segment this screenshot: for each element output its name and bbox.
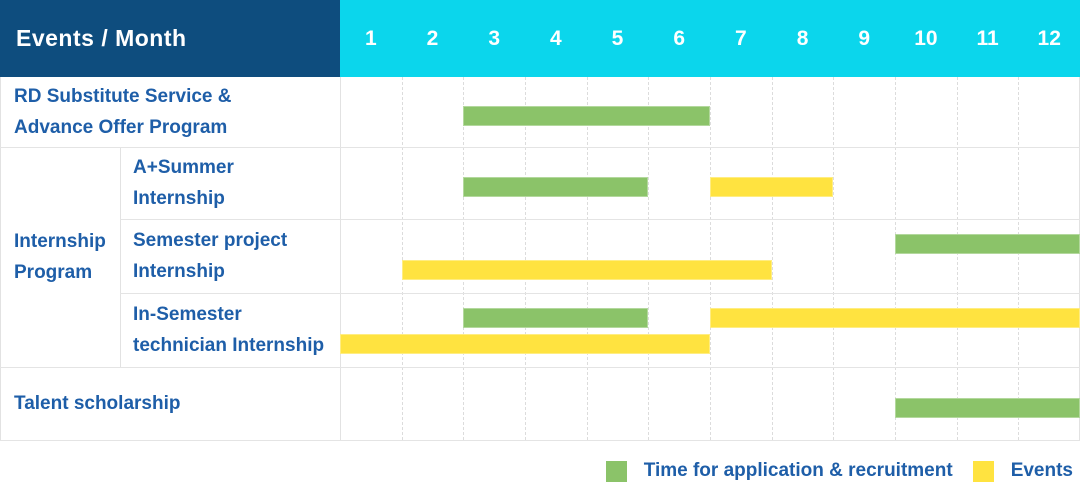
month-header-cell: 1	[364, 26, 377, 50]
row-separator-line	[0, 147, 1080, 148]
event-bar	[401, 260, 772, 280]
recruitment-bar	[463, 106, 710, 126]
month-header-cell: 3	[488, 26, 501, 50]
month-header-cell: 8	[796, 26, 809, 50]
legend-label: Events	[1010, 460, 1073, 481]
label-line: In-Semester	[133, 304, 242, 325]
events-swatch-icon	[972, 460, 994, 482]
table-border-line	[340, 77, 341, 440]
row-label-1: A+Summer Internship	[120, 147, 340, 219]
label-line: A+Summer	[133, 157, 234, 178]
recruitment-bar	[895, 398, 1080, 418]
month-header-row: 1 2 3 4 5 6 7 8 9 10 11 12	[340, 0, 1080, 77]
row-separator-line	[0, 440, 1080, 441]
table-border-line	[120, 147, 121, 367]
month-gridline	[771, 77, 773, 440]
month-header-cell: 5	[611, 26, 624, 50]
row-label-4: Talent scholarship	[0, 367, 340, 440]
recruitment-bar	[463, 308, 649, 328]
recruitment-bar	[463, 177, 649, 197]
legend-item-recruitment: Time for application & recruitment	[605, 460, 953, 482]
label-line: Advance Offer Program	[14, 117, 228, 138]
month-header-cell: 6	[673, 26, 686, 50]
label-line: Semester project	[133, 230, 288, 251]
legend-label: Time for application & recruitment	[643, 460, 953, 481]
month-header-cell: 4	[550, 26, 562, 50]
group-label-internship-program: Internship Program	[0, 147, 120, 367]
month-gridline	[586, 77, 588, 440]
recruitment-swatch-icon	[605, 460, 627, 482]
legend-item-events: Events	[972, 460, 1073, 482]
month-header-cell: 11	[976, 26, 999, 50]
month-gridline	[956, 77, 958, 440]
label-line: Internship	[133, 261, 225, 282]
month-gridline	[1018, 77, 1020, 440]
label-line: Internship	[14, 231, 106, 252]
recruitment-bar	[895, 234, 1080, 254]
chart-title: Events / Month	[16, 25, 187, 51]
month-gridline	[525, 77, 526, 440]
events-month-header-cell: Events / Month	[0, 0, 340, 77]
month-gridline	[648, 77, 650, 440]
label-line: RD Substitute Service &	[14, 86, 232, 107]
month-gridline	[895, 77, 896, 440]
label-line: Program	[14, 262, 93, 283]
label-line: technician Internship	[133, 335, 325, 356]
event-bar	[340, 334, 710, 354]
row-separator-line	[120, 219, 1080, 220]
month-header-cell: 2	[426, 26, 439, 50]
month-header-cell: 12	[1037, 26, 1061, 50]
month-header-cell: 9	[858, 26, 871, 50]
month-gridline	[401, 77, 403, 440]
row-label-2: Semester project Internship	[120, 219, 340, 293]
month-gridline	[710, 77, 711, 440]
month-header-cell: 10	[914, 26, 938, 50]
month-gridline	[833, 77, 835, 440]
row-separator-line	[0, 367, 1080, 368]
label-line: Internship	[133, 188, 225, 209]
row-label-3: In-Semester technician Internship	[120, 293, 340, 367]
row-separator-line	[120, 293, 1080, 294]
month-header-cell: 7	[735, 26, 747, 50]
label-line: Talent scholarship	[14, 393, 181, 414]
table-border-line	[0, 77, 1, 440]
event-bar	[710, 177, 834, 197]
row-label-0: RD Substitute Service & Advance Offer Pro…	[0, 77, 340, 147]
legend: Time for application & recruitment Event…	[605, 455, 1073, 487]
month-gridline	[463, 77, 465, 440]
event-bar	[710, 308, 1080, 328]
